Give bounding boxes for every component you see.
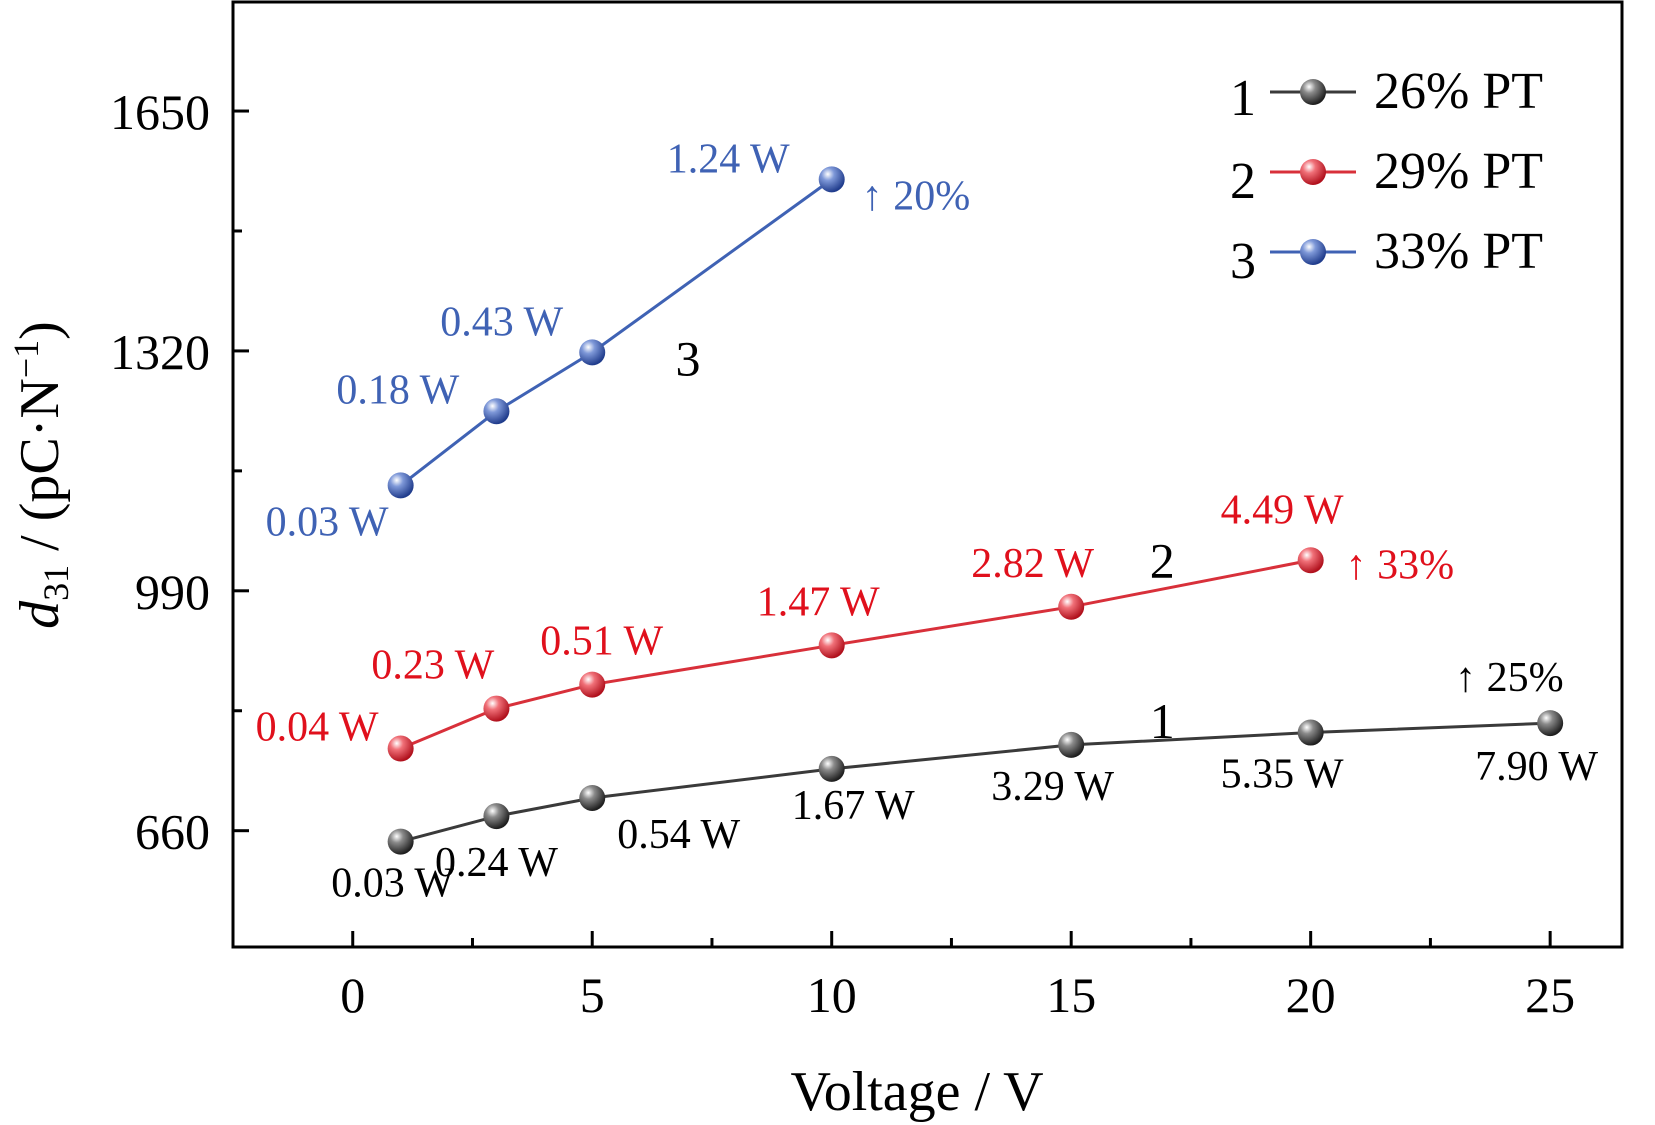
series-1-point-label: 1.67 W xyxy=(792,783,915,829)
series-3-number: 3 xyxy=(676,330,701,386)
y-axis-title-rest: / (pC·N xyxy=(9,378,71,565)
legend-marker-1 xyxy=(1300,79,1326,105)
series-1-point-label: 5.35 W xyxy=(1221,752,1344,798)
series-3-point-label: 0.43 W xyxy=(440,299,563,345)
series-1-point xyxy=(483,803,510,830)
point-labels: 0.03 W0.24 W0.54 W1.67 W 3.29 W 5.35 W 7.90… xyxy=(256,136,1599,906)
legend-label-1: 26% PT xyxy=(1374,63,1543,120)
series-3-increase-label: ↑ 20% xyxy=(862,173,971,219)
y-axis-title-sub: 31 xyxy=(36,565,76,601)
series-1-point-label: 0.54 W xyxy=(617,812,740,858)
x-tick-label: 5 xyxy=(580,967,605,1023)
y-axis-title-close: ) xyxy=(9,321,71,340)
series-3-point-label: 1.24 W xyxy=(667,136,790,182)
series-1-point-label: 0.03 W xyxy=(331,861,454,907)
y-axis-title: d31 / (pC·N−1) xyxy=(6,321,76,629)
x-axis-title: Voltage / V xyxy=(790,1061,1043,1123)
series-1-number: 1 xyxy=(1150,693,1175,749)
series-2-point xyxy=(1297,547,1324,574)
series-2-point xyxy=(483,695,510,722)
x-tick-label: 25 xyxy=(1525,967,1575,1023)
series-1-increase-label: ↑ 25% xyxy=(1455,655,1564,701)
y-axis-title-sup: −1 xyxy=(6,340,46,378)
series-2-point xyxy=(1058,593,1085,620)
series-1-point xyxy=(818,755,845,782)
series-1-point xyxy=(387,828,414,855)
series-2-number: 2 xyxy=(1150,533,1175,589)
series-3-point xyxy=(387,472,414,499)
x-tick-label: 0 xyxy=(340,967,365,1023)
series-2-point-label: 4.49 W xyxy=(1221,487,1344,533)
legend-entry-2: 2 29% PT xyxy=(1230,143,1543,210)
series-line-2 xyxy=(400,558,1311,750)
series-points xyxy=(387,166,1564,855)
y-tick-label: 660 xyxy=(135,804,210,860)
series-2-point-label: 0.23 W xyxy=(371,643,494,689)
series-2-point xyxy=(579,671,606,698)
axis-ticks: 0 5 10 15 20 25 660 990 1320 1650 xyxy=(110,84,1575,1023)
series-3-point xyxy=(579,339,606,366)
series-1-point-label: 7.90 W xyxy=(1475,744,1598,790)
series-1-point xyxy=(1297,719,1324,746)
legend-label-3: 33% PT xyxy=(1374,223,1543,280)
legend: 1 26% PT 2 29% PT 3 33% PT xyxy=(1230,63,1543,290)
series-2-point-label: 1.47 W xyxy=(757,579,880,625)
series-2-point-label: 0.51 W xyxy=(540,619,663,665)
y-axis-title-main: d xyxy=(9,600,71,629)
series-2-point xyxy=(387,735,414,762)
series-1-point xyxy=(1058,731,1085,758)
plot-frame xyxy=(231,0,1624,949)
series-2-increase-label: ↑ 33% xyxy=(1346,542,1455,588)
y-tick-label: 990 xyxy=(135,564,210,620)
series-1-point-label: 3.29 W xyxy=(991,764,1114,810)
series-3-point-label: 0.03 W xyxy=(266,499,389,545)
series-2-point-label: 0.04 W xyxy=(256,705,379,751)
legend-label-2: 29% PT xyxy=(1374,143,1543,200)
x-tick-label: 20 xyxy=(1286,967,1336,1023)
legend-entry-1: 1 26% PT xyxy=(1230,63,1543,127)
y-tick-label: 1650 xyxy=(110,84,210,140)
series-2-point xyxy=(818,632,845,659)
series-1-point xyxy=(1537,710,1564,737)
x-tick-label: 15 xyxy=(1046,967,1096,1023)
series-line-1 xyxy=(400,721,1551,844)
legend-number-2: 2 xyxy=(1230,153,1256,210)
legend-number-3: 3 xyxy=(1230,233,1256,290)
series-3-point-label: 0.18 W xyxy=(336,367,459,413)
legend-marker-3 xyxy=(1300,239,1326,265)
y-tick-label: 1320 xyxy=(110,324,210,380)
series-line-3 xyxy=(399,178,833,487)
legend-number-1: 1 xyxy=(1230,70,1256,127)
series-2-point-label: 2.82 W xyxy=(971,541,1094,587)
legend-marker-2 xyxy=(1300,159,1326,185)
legend-entry-3: 3 33% PT xyxy=(1230,223,1543,290)
series-3-point xyxy=(818,166,845,193)
series-1-point xyxy=(579,784,606,811)
x-tick-label: 10 xyxy=(807,967,857,1023)
series-1-point-label: 0.24 W xyxy=(435,840,558,886)
series-3-point xyxy=(483,398,510,425)
